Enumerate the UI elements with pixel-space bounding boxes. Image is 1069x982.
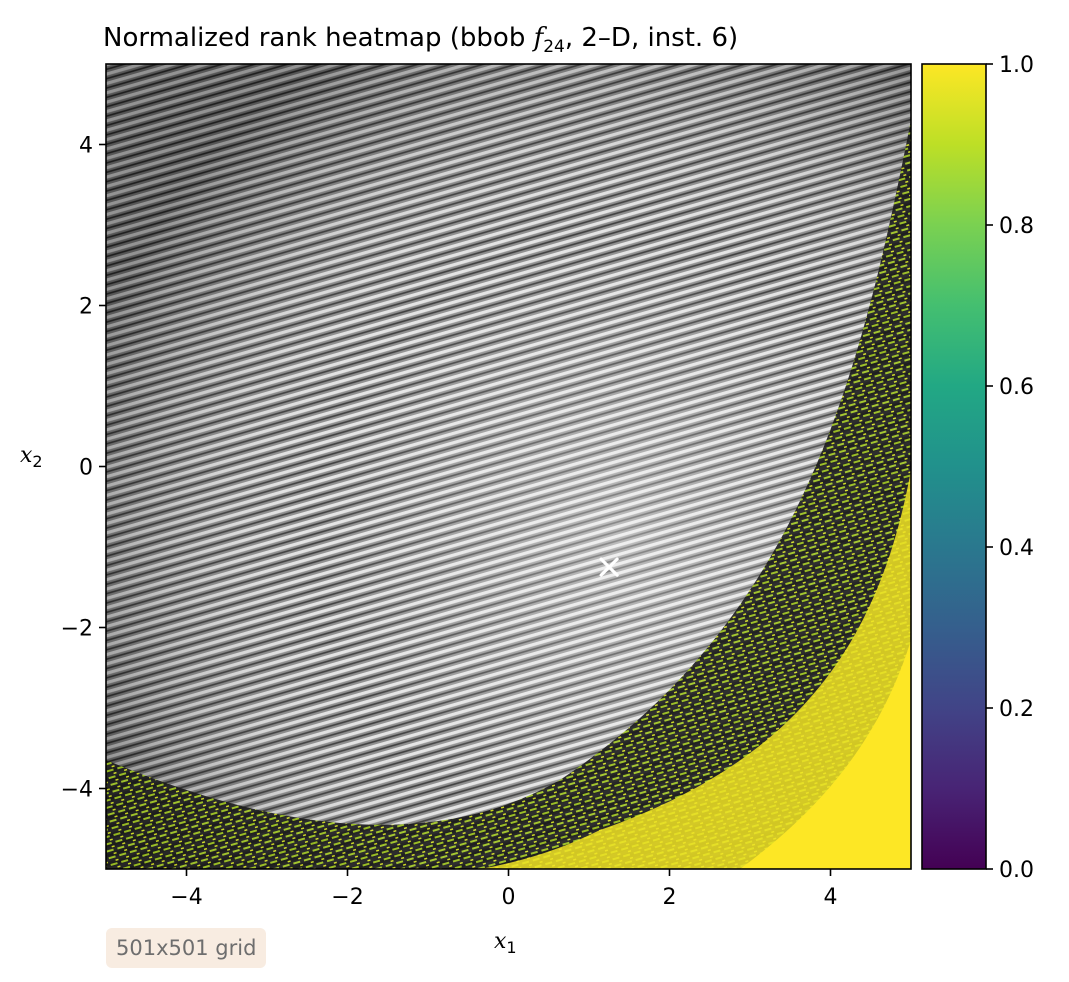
optimum-marker-stroke bbox=[599, 557, 619, 577]
grid-size-annotation: 501x501 grid bbox=[106, 928, 267, 968]
y-tick-label: 0 bbox=[79, 456, 93, 481]
y-tick-label: 2 bbox=[79, 295, 93, 320]
optimum-marker-x-icon bbox=[599, 557, 619, 577]
heatmap-field bbox=[106, 64, 911, 869]
colorbar-tick-label: 0.2 bbox=[999, 697, 1034, 722]
x-axis: −4 −2 0 2 4 bbox=[170, 869, 838, 910]
colorbar-tick-label: 0.8 bbox=[999, 214, 1034, 239]
x-tick-label: 4 bbox=[824, 885, 838, 910]
y-axis: −4 −2 0 2 4 bbox=[61, 134, 106, 803]
y-tick-label: −4 bbox=[61, 778, 93, 803]
chart-title: Normalized rank heatmap (bbob f24, 2–D, … bbox=[103, 23, 738, 57]
x-tick-label: −2 bbox=[331, 885, 363, 910]
colorbar-tick-label: 0.4 bbox=[999, 536, 1034, 561]
y-tick-label: −2 bbox=[61, 617, 93, 642]
colorbar-axis: 0.0 0.2 0.4 0.6 0.8 1.0 bbox=[986, 53, 1034, 883]
colorbar-tick-label: 0.0 bbox=[999, 858, 1034, 883]
colorbar-tick-label: 1.0 bbox=[999, 53, 1034, 78]
colorbar-tick-label: 0.6 bbox=[999, 375, 1034, 400]
y-tick-label: 4 bbox=[79, 134, 93, 159]
colorbar bbox=[921, 63, 987, 870]
x-tick-label: −4 bbox=[170, 885, 202, 910]
x-tick-label: 0 bbox=[502, 885, 516, 910]
x-axis-label: x1 bbox=[494, 929, 517, 957]
y-axis-label: x2 bbox=[20, 443, 43, 471]
x-tick-label: 2 bbox=[663, 885, 677, 910]
